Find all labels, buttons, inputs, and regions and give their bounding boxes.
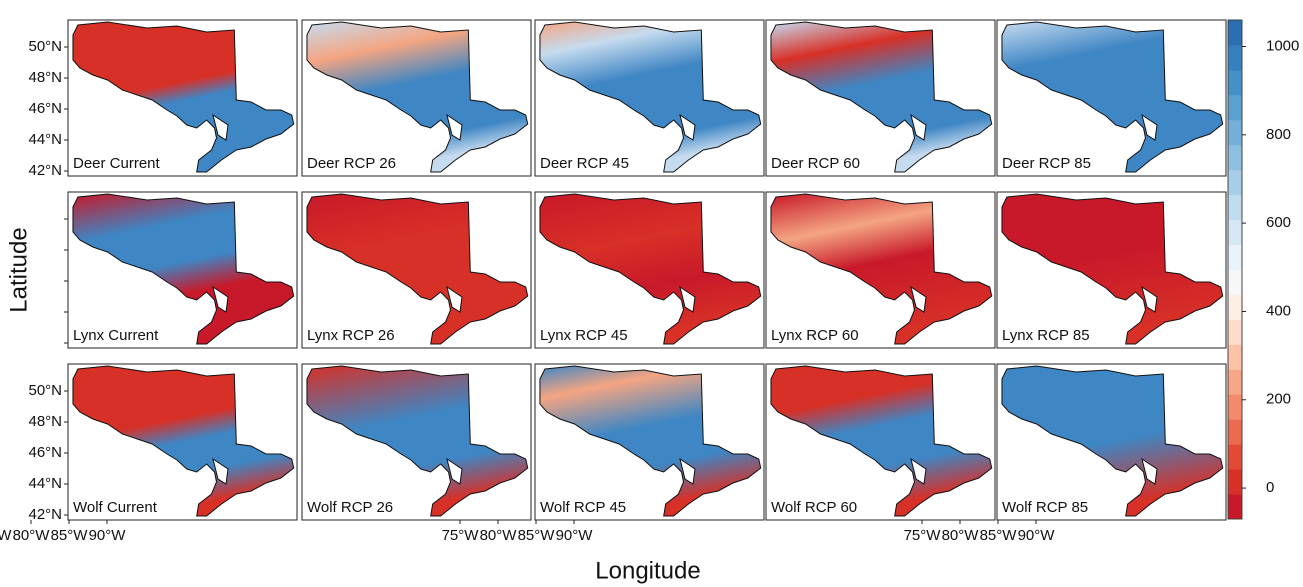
- province-map: [539, 365, 762, 517]
- lat-tick-label: 50°N: [28, 38, 62, 55]
- lake: [446, 113, 463, 141]
- panel-label: Wolf RCP 60: [771, 499, 857, 516]
- province-map: [72, 365, 295, 517]
- colorbar-band: [1228, 94, 1242, 121]
- lat-tick-label: 46°N: [28, 444, 62, 461]
- province-map: [770, 365, 993, 517]
- province-map: [306, 193, 529, 345]
- panel-label: Deer Current: [73, 155, 161, 172]
- colorbar-band: [1228, 169, 1242, 196]
- lake: [910, 457, 927, 485]
- colorbar-band: [1228, 20, 1242, 46]
- colorbar-tick-label: 600: [1266, 214, 1291, 231]
- colorbar-tick-label: 400: [1266, 302, 1291, 319]
- lat-tick-label: 44°N: [28, 475, 62, 492]
- lon-tick-label: 75°W: [904, 527, 942, 544]
- colorbar-band: [1228, 469, 1242, 495]
- province-map: [72, 193, 295, 345]
- lat-tick-label: 48°N: [28, 413, 62, 430]
- colorbar-band: [1228, 244, 1242, 270]
- colorbar-tick-label: 0: [1266, 479, 1274, 496]
- lon-tick-label: 80°W: [942, 527, 980, 544]
- colorbar-tick-label: 800: [1266, 126, 1291, 143]
- province-map: [306, 365, 529, 517]
- y-axis-title: Latitude: [5, 227, 32, 312]
- lon-tick-label: 75°W: [0, 527, 12, 544]
- lake: [910, 113, 927, 141]
- colorbar-tick-label: 200: [1266, 391, 1291, 408]
- lon-tick-label: 85°W: [980, 527, 1018, 544]
- panel-label: Deer RCP 26: [307, 155, 396, 172]
- colorbar-band: [1228, 369, 1242, 395]
- province-map: [1001, 193, 1224, 345]
- lake: [212, 457, 229, 485]
- lake: [212, 285, 229, 313]
- lake: [1141, 457, 1158, 485]
- province-map: [770, 193, 993, 345]
- colorbar-band: [1228, 194, 1242, 221]
- colorbar-band: [1228, 119, 1242, 146]
- province-map: [1001, 365, 1224, 517]
- panel-label: Wolf Current: [73, 499, 158, 516]
- lake: [446, 457, 463, 485]
- lat-tick-label: 48°N: [28, 69, 62, 86]
- lon-tick-label: 90°W: [89, 527, 127, 544]
- panel-label: Wolf RCP 26: [307, 499, 393, 516]
- colorbar-band: [1228, 144, 1242, 171]
- colorbar-band: [1228, 69, 1242, 96]
- lon-tick-label: 75°W: [442, 527, 480, 544]
- province-map: [1001, 21, 1224, 173]
- colorbar-band: [1228, 294, 1242, 320]
- panel-label: Lynx Current: [73, 327, 159, 344]
- colorbar-band: [1228, 419, 1242, 445]
- lat-tick-label: 42°N: [28, 506, 62, 523]
- colorbar-band: [1228, 444, 1242, 470]
- colorbar-band: [1228, 44, 1242, 71]
- panel-label: Lynx RCP 45: [540, 327, 628, 344]
- lat-tick-label: 50°N: [28, 382, 62, 399]
- colorbar-band: [1228, 219, 1242, 246]
- x-axis-title: Longitude: [595, 557, 700, 584]
- lake: [1141, 285, 1158, 313]
- lon-tick-label: 90°W: [556, 527, 594, 544]
- lake: [446, 285, 463, 313]
- colorbar-band: [1228, 319, 1242, 345]
- lon-tick-label: 80°W: [13, 527, 51, 544]
- lake: [910, 285, 927, 313]
- lat-tick-label: 42°N: [28, 162, 62, 179]
- panel-label: Wolf RCP 45: [540, 499, 626, 516]
- lon-tick-label: 90°W: [1018, 527, 1056, 544]
- lake: [212, 113, 229, 141]
- panel-label: Wolf RCP 85: [1002, 499, 1088, 516]
- panel-label: Lynx RCP 26: [307, 327, 395, 344]
- province-map: [72, 21, 295, 173]
- province-map: [770, 21, 993, 173]
- lake: [679, 285, 696, 313]
- lon-tick-label: 85°W: [51, 527, 89, 544]
- lake: [679, 457, 696, 485]
- lon-tick-label: 80°W: [480, 527, 518, 544]
- colorbar-band: [1228, 394, 1242, 420]
- panel-label: Deer RCP 45: [540, 155, 629, 172]
- lat-tick-label: 46°N: [28, 100, 62, 117]
- lake: [679, 113, 696, 141]
- colorbar-tick-label: 1000: [1266, 37, 1299, 54]
- panel-label: Lynx RCP 85: [1002, 327, 1090, 344]
- colorbar-band: [1228, 344, 1242, 370]
- panel-label: Lynx RCP 60: [771, 327, 859, 344]
- province-map: [539, 21, 762, 173]
- province-map: [306, 21, 529, 173]
- colorbar-band: [1228, 494, 1242, 520]
- lon-tick-label: 85°W: [518, 527, 556, 544]
- colorbar-frame: [1227, 19, 1243, 520]
- panel-label: Deer RCP 85: [1002, 155, 1091, 172]
- province-map: [539, 193, 762, 345]
- panel-label: Deer RCP 60: [771, 155, 860, 172]
- lat-tick-label: 44°N: [28, 131, 62, 148]
- colorbar-band: [1228, 269, 1242, 295]
- lake: [1141, 113, 1158, 141]
